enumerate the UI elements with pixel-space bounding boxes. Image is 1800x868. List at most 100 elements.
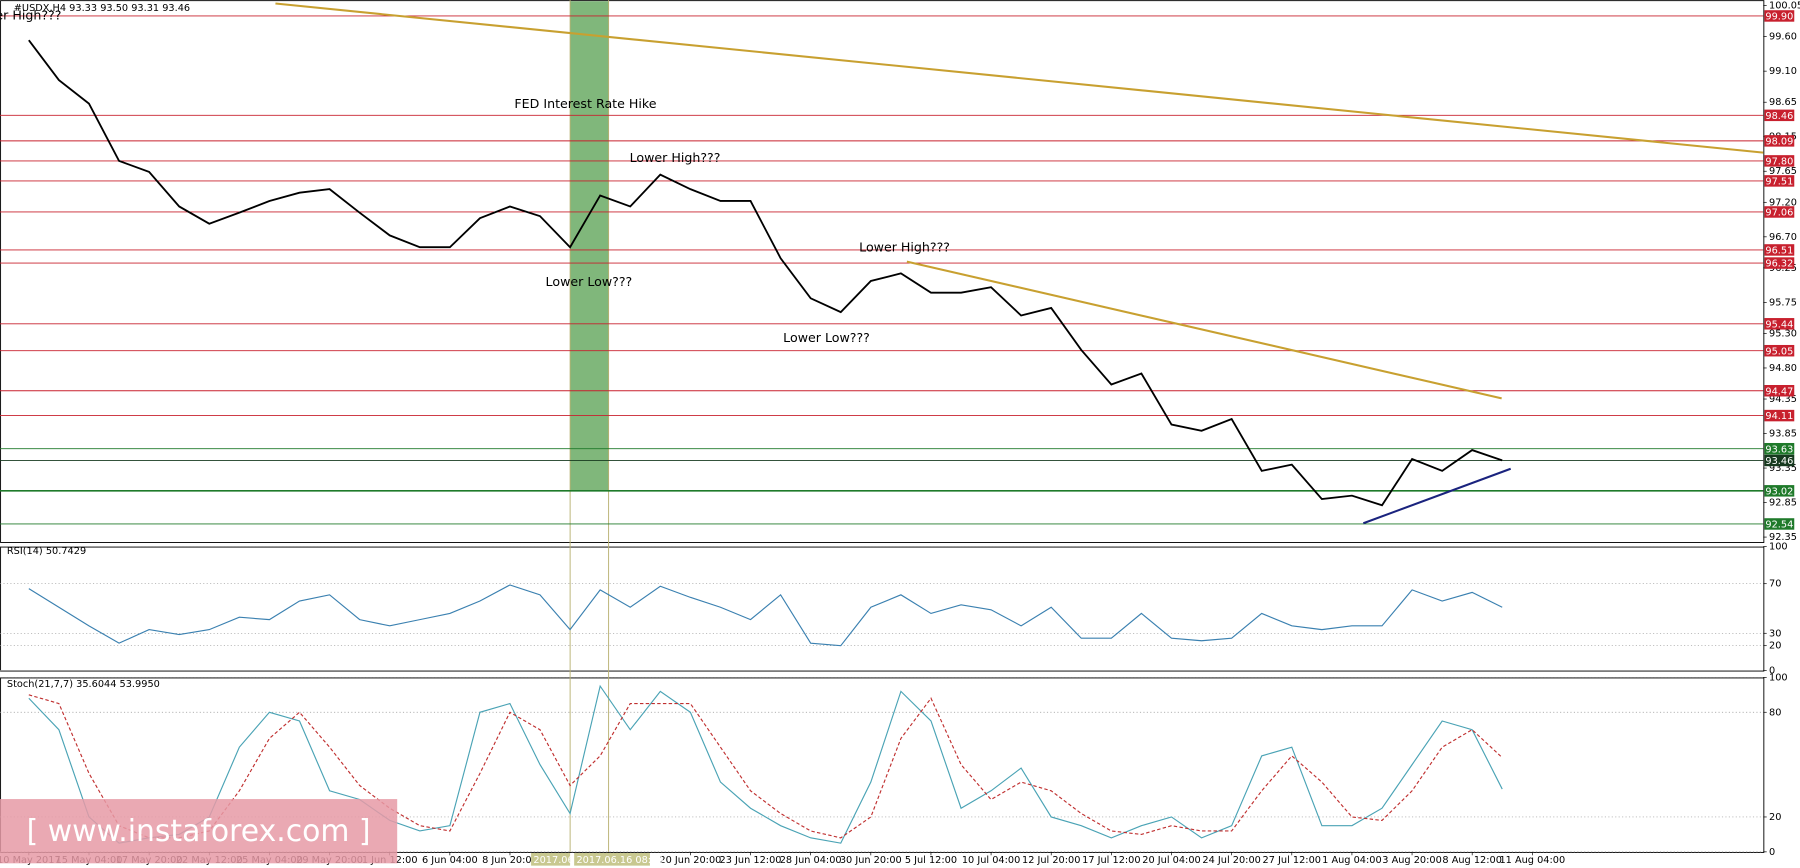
watermark-box xyxy=(0,799,398,864)
vline-label: 2017.06. xyxy=(533,855,576,866)
x-tick-label: 12 Jul 20:00 xyxy=(1022,855,1080,866)
y-tick-label: 93.35 xyxy=(1769,463,1797,474)
y-tick-label: 70 xyxy=(1769,579,1781,590)
panel-frame xyxy=(0,0,1765,543)
level-label: 94.11 xyxy=(1765,411,1793,422)
y-tick-label: 0 xyxy=(1769,665,1775,676)
annotation: Lower High??? xyxy=(630,150,721,165)
level-label: 97.80 xyxy=(1765,156,1793,167)
y-tick-label: 20 xyxy=(1769,812,1781,823)
annotation: Lower High??? xyxy=(859,240,950,255)
level-label: 97.06 xyxy=(1765,208,1793,219)
x-tick-label: 27 Jul 12:00 xyxy=(1263,855,1321,866)
trendline xyxy=(275,2,1764,154)
level-label-box xyxy=(1764,385,1795,397)
level-label: 94.47 xyxy=(1765,386,1793,397)
rsi-title: RSI(14) 50.7429 xyxy=(7,546,86,557)
y-tick-label: 93.85 xyxy=(1769,429,1797,440)
level-label-box xyxy=(1764,409,1795,422)
annotation: er High??? xyxy=(0,8,61,23)
y-tick-label: 97.65 xyxy=(1769,166,1797,177)
x-tick-label: 20 Jun 20:00 xyxy=(659,855,721,866)
level-label: 99.90 xyxy=(1765,12,1793,23)
x-tick-label: 28 Jun 04:00 xyxy=(780,855,842,866)
y-tick-label: 98.65 xyxy=(1769,97,1797,108)
level-label-box xyxy=(1764,454,1795,467)
panel-frame xyxy=(0,677,1765,853)
x-tick-label: 23 Jun 12:00 xyxy=(720,855,782,866)
y-tick-label: 0 xyxy=(1769,847,1775,858)
level-label-box xyxy=(1764,485,1795,497)
y-tick-label: 20 xyxy=(1769,641,1781,652)
level-label: 93.46 xyxy=(1765,456,1793,467)
y-tick-label: 92.85 xyxy=(1769,498,1797,509)
level-label-box xyxy=(1764,155,1795,167)
trendline xyxy=(1362,467,1512,525)
level-label: 97.51 xyxy=(1765,176,1793,187)
annotation: FED Interest Rate Hike xyxy=(514,96,656,111)
x-tick-label: 8 Aug 12:00 xyxy=(1442,855,1502,866)
level-label-box xyxy=(1764,442,1795,455)
level-label: 95.05 xyxy=(1765,346,1793,357)
level-label: 95.44 xyxy=(1765,319,1793,330)
watermark: [ www.instaforex.com ] xyxy=(27,814,371,849)
level-label: 96.32 xyxy=(1765,259,1793,270)
level-label: 98.46 xyxy=(1765,111,1793,122)
trendline xyxy=(906,260,1502,400)
y-tick-label: 99.60 xyxy=(1769,32,1797,43)
vline-label-box xyxy=(574,853,650,866)
y-tick-label: 96.70 xyxy=(1769,232,1797,243)
level-label-box xyxy=(1764,10,1795,22)
y-tick-label: 100 xyxy=(1769,542,1788,553)
x-tick-label: 5 Jul 12:00 xyxy=(905,855,957,866)
level-label-box xyxy=(1764,257,1795,269)
y-tick-label: 92.35 xyxy=(1769,532,1797,543)
annotation: Lower Low??? xyxy=(546,274,633,289)
level-label: 98.09 xyxy=(1765,136,1793,147)
level-label-box xyxy=(1764,518,1795,530)
series-line xyxy=(28,684,1503,844)
level-label-box xyxy=(1764,109,1795,122)
chart-title: #USDX,H4 93.33 93.50 93.31 93.46 xyxy=(14,3,190,14)
stoch-title: Stoch(21,7,7) 35.6044 53.9950 xyxy=(7,679,160,690)
x-tick-label: 3 Aug 20:00 xyxy=(1382,855,1442,866)
y-tick-label: 100.05 xyxy=(1769,1,1800,12)
level-label-box xyxy=(1764,318,1795,330)
y-tick-label: 80 xyxy=(1769,707,1781,718)
level-label: 93.02 xyxy=(1765,486,1793,497)
series-line xyxy=(28,39,1503,507)
x-tick-label: 24 Jul 20:00 xyxy=(1202,855,1260,866)
level-label: 93.63 xyxy=(1765,444,1793,455)
level-label-box xyxy=(1764,244,1795,256)
y-tick-label: 94.80 xyxy=(1769,363,1797,374)
x-tick-label: 11 Aug 04:00 xyxy=(1499,855,1565,866)
level-label-box xyxy=(1764,206,1795,218)
vline-label-box xyxy=(531,853,571,866)
x-tick-label: 30 Jun 20:00 xyxy=(840,855,902,866)
level-label-box xyxy=(1764,344,1795,357)
level-label-box xyxy=(1764,175,1795,187)
y-tick-label: 30 xyxy=(1769,628,1781,639)
y-tick-label: 95.75 xyxy=(1769,297,1797,308)
x-tick-label: 1 Aug 04:00 xyxy=(1322,855,1382,866)
series-line xyxy=(28,694,1503,839)
y-tick-label: 94.35 xyxy=(1769,394,1797,405)
y-tick-label: 95.30 xyxy=(1769,328,1797,339)
x-tick-label: 6 Jun 04:00 xyxy=(422,855,478,866)
annotation: Lower Low??? xyxy=(783,330,870,345)
x-tick-label: 8 Jun 20:00 xyxy=(482,855,538,866)
level-label: 96.51 xyxy=(1765,246,1793,257)
panel-frame xyxy=(0,546,1765,672)
series-line xyxy=(28,584,1503,647)
x-tick-label: 17 Jul 12:00 xyxy=(1082,855,1140,866)
level-label: 92.54 xyxy=(1765,520,1793,531)
fed-zone xyxy=(570,1,609,491)
x-tick-label: 20 Jul 04:00 xyxy=(1142,855,1200,866)
level-label-box xyxy=(1764,135,1795,147)
vline-label: 2017.06.16 08:00 xyxy=(576,855,663,866)
y-tick-label: 97.20 xyxy=(1769,197,1797,208)
y-tick-label: 100 xyxy=(1769,672,1788,683)
y-tick-label: 99.10 xyxy=(1769,66,1797,77)
x-tick-label: 10 Jul 04:00 xyxy=(962,855,1020,866)
